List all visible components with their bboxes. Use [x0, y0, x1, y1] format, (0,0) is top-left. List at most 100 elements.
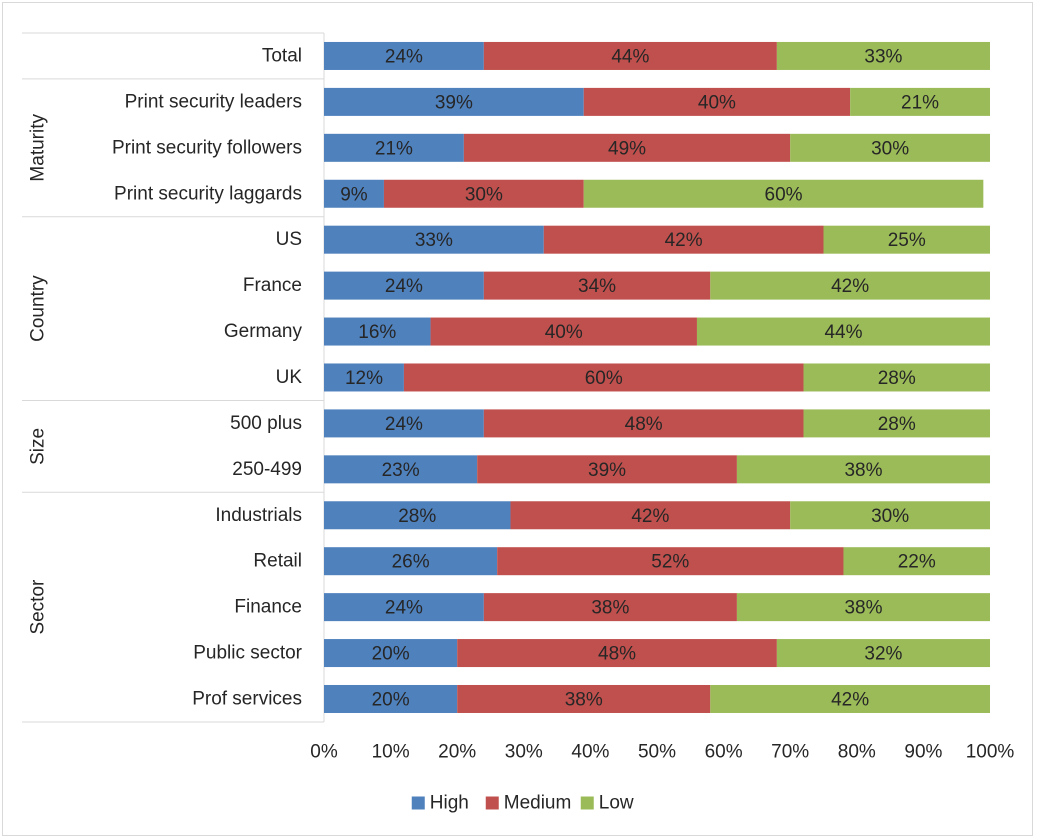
bar-low-france: [710, 271, 990, 300]
data-label-medium-us: 42%: [665, 230, 703, 251]
legend-swatch-high: [411, 796, 425, 810]
group-label-country: Country: [28, 275, 49, 342]
bar-high-500-plus: [324, 409, 484, 438]
bar-low-print-security-followers: [790, 133, 990, 162]
data-label-high-print-security-followers: 21%: [375, 138, 413, 159]
bar-high-germany: [324, 317, 431, 346]
data-label-medium-retail: 52%: [651, 552, 689, 573]
data-label-low-print-security-followers: 30%: [871, 138, 909, 159]
data-label-low-uk: 28%: [878, 368, 916, 389]
legend-label-low: Low: [599, 793, 634, 814]
bar-medium-germany: [430, 317, 697, 346]
bar-low-retail: [843, 547, 990, 576]
category-label-retail: Retail: [253, 551, 302, 572]
bar-high-prof-services: [324, 684, 458, 713]
data-label-high-germany: 16%: [358, 322, 396, 343]
bar-high-uk: [324, 363, 404, 392]
data-label-low-500-plus: 28%: [878, 414, 916, 435]
data-label-low-germany: 44%: [824, 322, 862, 343]
x-tick-label: 80%: [838, 742, 876, 763]
bar-medium-retail: [497, 547, 844, 576]
data-label-low-total: 33%: [864, 46, 902, 67]
data-label-medium-germany: 40%: [545, 322, 583, 343]
data-label-high-500-plus: 24%: [385, 414, 423, 435]
data-label-high-print-security-leaders: 39%: [435, 92, 473, 113]
data-label-medium-print-security-followers: 49%: [608, 138, 646, 159]
bar-medium-industrials: [510, 501, 791, 530]
bar-medium-print-security-leaders: [583, 87, 851, 116]
data-label-medium-500-plus: 48%: [625, 414, 663, 435]
bar-low-250-499: [736, 455, 990, 484]
x-tick-label: 10%: [372, 742, 410, 763]
data-label-medium-public-sector: 48%: [598, 644, 636, 665]
data-label-medium-250-499: 39%: [588, 460, 626, 481]
group-label-sector: Sector: [28, 579, 49, 635]
data-label-high-uk: 12%: [345, 368, 383, 389]
bar-medium-250-499: [477, 455, 737, 484]
x-tick-label: 60%: [705, 742, 743, 763]
x-tick-label: 20%: [438, 742, 476, 763]
bar-high-print-security-followers: [324, 133, 464, 162]
bar-medium-print-security-followers: [463, 133, 791, 162]
bar-medium-uk: [403, 363, 804, 392]
category-label-france: France: [243, 275, 302, 296]
data-label-high-france: 24%: [385, 276, 423, 297]
bar-medium-total: [483, 41, 777, 70]
bar-medium-prof-services: [457, 684, 711, 713]
data-label-medium-print-security-leaders: 40%: [698, 92, 736, 113]
bar-medium-us: [543, 225, 824, 254]
bar-high-industrials: [324, 501, 511, 530]
bar-low-germany: [696, 317, 990, 346]
x-tick-label: 100%: [966, 742, 1015, 763]
bar-low-public-sector: [776, 639, 990, 668]
bar-low-finance: [736, 593, 990, 622]
legend-swatch-low: [580, 796, 594, 810]
bar-high-total: [324, 41, 484, 70]
data-label-medium-france: 34%: [578, 276, 616, 297]
bar-low-prof-services: [710, 684, 990, 713]
data-label-high-250-499: 23%: [382, 460, 420, 481]
group-label-maturity: Maturity: [28, 114, 49, 182]
data-label-low-print-security-laggards: 60%: [765, 184, 803, 205]
data-label-medium-print-security-laggards: 30%: [465, 184, 503, 205]
category-label-us: US: [276, 229, 302, 250]
bar-low-500-plus: [803, 409, 990, 438]
data-label-low-public-sector: 32%: [864, 644, 902, 665]
bar-medium-france: [483, 271, 711, 300]
data-label-low-prof-services: 42%: [831, 689, 869, 710]
bar-medium-print-security-laggards: [383, 179, 584, 208]
data-label-high-public-sector: 20%: [372, 644, 410, 665]
bar-high-public-sector: [324, 639, 458, 668]
category-label-industrials: Industrials: [215, 505, 302, 526]
bar-high-print-security-leaders: [324, 87, 584, 116]
category-label-print-security-followers: Print security followers: [112, 137, 302, 158]
data-label-medium-finance: 38%: [591, 598, 629, 619]
category-label-finance: Finance: [234, 597, 302, 618]
x-tick-label: 50%: [638, 742, 676, 763]
bar-high-us: [324, 225, 544, 254]
data-label-low-france: 42%: [831, 276, 869, 297]
x-tick-label: 0%: [310, 742, 338, 763]
data-label-high-finance: 24%: [385, 598, 423, 619]
category-label-germany: Germany: [224, 321, 303, 342]
category-label-total: Total: [262, 45, 302, 66]
data-label-low-print-security-leaders: 21%: [901, 92, 939, 113]
data-label-medium-uk: 60%: [585, 368, 623, 389]
x-tick-label: 90%: [904, 742, 942, 763]
bar-low-industrials: [790, 501, 990, 530]
category-label-print-security-laggards: Print security laggards: [114, 183, 302, 204]
data-label-low-us: 25%: [888, 230, 926, 251]
bar-low-us: [823, 225, 990, 254]
data-label-medium-prof-services: 38%: [565, 689, 603, 710]
legend-swatch-medium: [485, 796, 499, 810]
bar-medium-finance: [483, 593, 737, 622]
bar-high-france: [324, 271, 484, 300]
bar-high-finance: [324, 593, 484, 622]
data-label-high-print-security-laggards: 9%: [340, 184, 368, 205]
bar-medium-500-plus: [483, 409, 804, 438]
data-label-low-retail: 22%: [898, 552, 936, 573]
category-label-250-499: 250-499: [232, 459, 302, 480]
category-label-public-sector: Public sector: [193, 643, 302, 664]
legend-label-high: High: [430, 793, 469, 814]
